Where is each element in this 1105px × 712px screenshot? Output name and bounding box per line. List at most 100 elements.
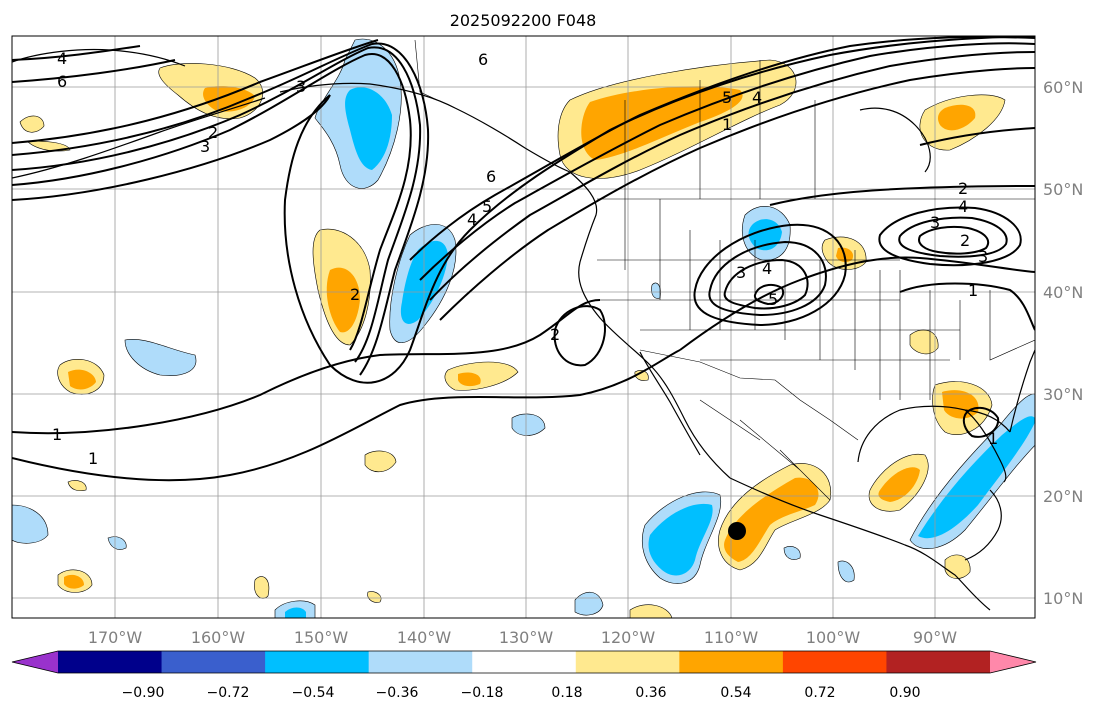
pos-region-small-h	[629, 604, 673, 618]
contour-label: 6	[57, 72, 67, 91]
contour-trough-3	[419, 42, 1035, 281]
neg-region-small-g	[837, 560, 855, 583]
height-anomaly-contours	[12, 36, 1035, 482]
contour-low-1	[693, 223, 847, 327]
colorbar-tick-label: 0.18	[551, 685, 582, 701]
storm-center-marker	[728, 522, 746, 540]
contour-loop-2	[553, 305, 606, 367]
colorbar-segment	[679, 651, 784, 673]
pos-region-hawaii-west-core	[68, 369, 96, 390]
lat-label: 60°N	[1043, 78, 1083, 97]
pos-region-small-j	[67, 480, 87, 492]
colorbar-tick-label: −0.36	[376, 685, 419, 701]
positive-anomaly-shading	[19, 59, 1006, 618]
contour-label: 4	[57, 49, 67, 68]
pos-region-florida-core	[942, 390, 979, 419]
contour-label: 2	[550, 325, 560, 344]
contour-label: 3	[736, 263, 746, 282]
contour-jet-2	[12, 46, 422, 363]
coast-gulf-of-mexico	[857, 405, 1011, 463]
lat-label: 40°N	[1043, 283, 1083, 302]
contour-label: 5	[722, 88, 732, 107]
colorbar-tick-label: −0.54	[292, 685, 335, 701]
colorbar-tick-label: −0.18	[461, 685, 504, 701]
neg-region-gulf-alaska-core	[345, 87, 392, 170]
contour-label: 4	[762, 259, 772, 278]
lon-label: 120°W	[601, 628, 656, 647]
contour-florida-loop	[962, 406, 1000, 438]
colorbar-tick-label: −0.90	[122, 685, 165, 701]
colorbar-extend-min	[12, 651, 58, 673]
borders-mexico-states	[699, 399, 831, 501]
lat-label: 20°N	[1043, 487, 1083, 506]
contour-label: 1	[988, 429, 998, 448]
contour-subtrop-2	[12, 349, 681, 482]
contour-label: 3	[296, 77, 306, 96]
colorbar-segment	[161, 651, 266, 673]
coast-bc-wa-or-ca	[569, 171, 731, 479]
latitude-labels: 60°N 50°N 40°N 30°N 20°N 10°N	[1043, 78, 1083, 608]
neg-region-small-c	[107, 536, 127, 550]
colorbar-extend-max	[990, 651, 1036, 673]
pos-region-small-a	[19, 115, 45, 133]
contour-label: 4	[752, 88, 762, 107]
lon-label: 100°W	[806, 628, 861, 647]
contour-trough-4	[429, 51, 1035, 301]
map-frame	[11, 35, 1036, 619]
contour-label: 5	[482, 197, 492, 216]
coastlines	[12, 48, 1035, 611]
contour-label: 4	[467, 210, 477, 229]
colorbar-outline	[11, 650, 1037, 674]
lon-label: 140°W	[397, 628, 452, 647]
contour-ne-low-3	[918, 225, 990, 255]
contour-trough-5	[439, 67, 1035, 321]
contour-low-2	[708, 240, 827, 317]
colorbar-tick-label: 0.36	[635, 685, 666, 701]
pos-region-small-g	[367, 591, 382, 603]
pos-region-small-f	[254, 576, 270, 599]
contour-east-2	[769, 185, 1035, 206]
lat-label: 50°N	[1043, 180, 1083, 199]
neg-region-east-mex-core	[648, 503, 713, 576]
coast-baja	[639, 351, 701, 456]
colorbar-tick-label: 0.54	[720, 685, 751, 701]
contour-label: 1	[968, 281, 978, 300]
coast-florida	[964, 409, 1007, 483]
contour-label: 2	[960, 231, 970, 250]
political-borders	[414, 39, 1035, 501]
coast-yucatan	[964, 489, 1002, 561]
graticule	[12, 36, 1035, 618]
neg-region-pacific-ridge-core	[400, 240, 448, 324]
pos-region-hudson-core	[937, 104, 976, 131]
colorbar-segment	[575, 651, 680, 673]
colorbar-tick-labels: −0.90 −0.72 −0.54 −0.36 −0.18 0.18 0.36 …	[122, 685, 921, 701]
contour-label: 6	[478, 50, 488, 69]
pos-region-gulf-core	[878, 467, 920, 502]
contour-label: 3	[978, 247, 988, 266]
negative-anomaly-shading	[12, 38, 1035, 618]
coast-mexico-pacific	[729, 477, 991, 611]
pos-region-mexico-core	[724, 477, 819, 562]
coast-alaska-aleutians	[12, 97, 266, 179]
contour-southeast	[899, 282, 1035, 331]
contour-label: 1	[722, 115, 732, 134]
colorbar-segment	[472, 651, 577, 673]
contour-low-5	[753, 283, 784, 306]
contour-jet-5	[12, 94, 331, 201]
contour-jet-1	[12, 53, 412, 351]
contour-label: 3	[930, 213, 940, 232]
contour-jet-4	[12, 39, 379, 144]
pos-region-alabama	[909, 329, 939, 355]
contour-subtrop-1	[12, 299, 601, 435]
contour-north-4	[12, 45, 141, 61]
contour-hud-3	[919, 127, 1035, 146]
colorbar-segment	[58, 651, 163, 673]
contour-label: 2	[958, 179, 968, 198]
coast-atlantic	[1009, 349, 1035, 433]
lon-label: 150°W	[294, 628, 349, 647]
contour-low-3	[723, 258, 809, 310]
contour-label: 4	[958, 197, 968, 216]
neg-region-atlantic-core	[918, 416, 1035, 539]
contour-label: 6	[486, 167, 496, 186]
neg-region-small-h	[783, 546, 801, 560]
